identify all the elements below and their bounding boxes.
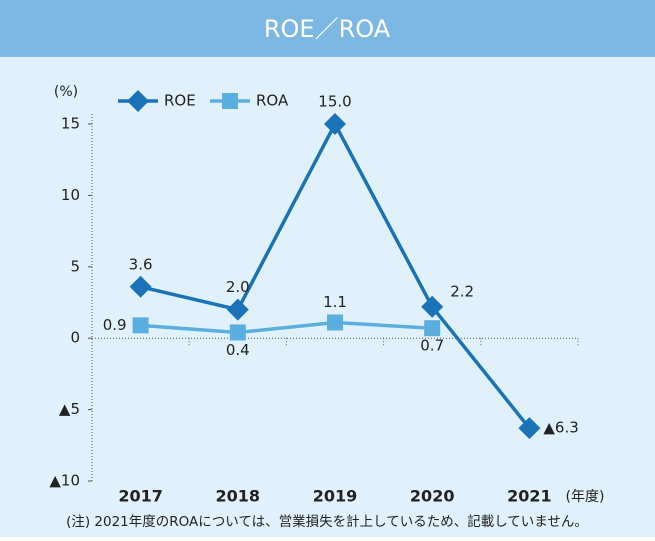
legend-label: ROA [256,92,289,110]
legend-label: ROE [164,92,196,110]
note: (注) 2021年度のROAについては、営業損失を計上しているため、記載していま… [66,513,588,530]
marker [424,320,441,337]
data-label: 2.0 [226,278,250,296]
header [0,0,655,57]
marker [518,417,541,440]
x-tick-label: 2019 [313,487,358,506]
y-tick-label: 0 [70,329,80,347]
x-tick-label: 2018 [216,487,261,506]
marker [327,314,343,331]
legend-marker [222,93,238,109]
data-label: 3.6 [129,255,153,273]
y-tick-label: 10 [61,186,80,204]
marker [129,275,152,298]
data-label: 2.2 [450,282,474,300]
y-tick-label: 5 [70,257,80,275]
marker [229,324,246,341]
marker [421,295,444,318]
x-tick-label: 2021 [507,487,552,506]
chart-title: ROE／ROA [264,15,391,43]
x-tick-label: 2020 [410,487,455,506]
marker [226,298,249,321]
y-tick-label: ▲5 [59,400,80,418]
marker [132,317,149,334]
data-label: 0.4 [226,341,250,359]
legend-marker [127,90,149,112]
data-label: 0.7 [420,337,444,355]
x-unit: (年度) [566,489,605,505]
y-tick-label: 15 [61,115,80,133]
line [140,320,433,335]
data-label: 1.1 [323,293,347,311]
y-unit: (%) [54,84,78,100]
marker [324,113,346,135]
data-label: ▲6.3 [543,419,578,437]
data-label: 15.0 [318,93,351,111]
y-tick-label: ▲10 [49,472,80,490]
data-label: 0.9 [103,316,127,334]
x-tick-label: 2017 [118,487,163,506]
